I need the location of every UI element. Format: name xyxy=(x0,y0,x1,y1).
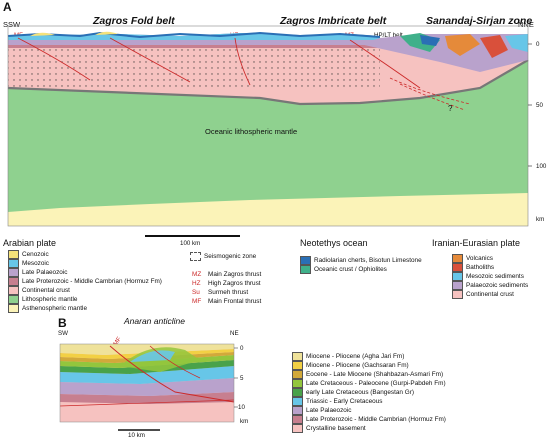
legend-item: Seismogenic zone xyxy=(190,252,256,261)
legend-item: Late Palaeozoic xyxy=(292,406,446,415)
left-direction-label: SSW xyxy=(3,20,21,29)
panel-b-depth-unit: km xyxy=(240,418,249,425)
right-direction-label: NNE xyxy=(518,20,534,29)
hp-lt-belt-label: HP/LT belt xyxy=(374,32,403,39)
legend-item: early Late Cretaceous (Bangestan Gr) xyxy=(292,388,446,397)
scale-label-b: 10 km xyxy=(128,432,145,439)
legend-item: Volcanics xyxy=(452,254,528,263)
legend-title-neotethys: Neotethys ocean xyxy=(300,238,368,248)
legend-item: Mesozoic xyxy=(8,259,162,268)
panel-b-left-dir: SW xyxy=(58,330,68,337)
depth-tick-100: 100 xyxy=(536,163,547,170)
depth-tick-0: 0 xyxy=(536,41,540,48)
depth-tick-50: 50 xyxy=(536,102,543,109)
thrust-item: MF Main Frontal thrust xyxy=(192,298,262,305)
panel-b-depth-10: 10 xyxy=(238,404,245,411)
panel-b-letter: B xyxy=(58,316,67,330)
seismogenic-zone-dots xyxy=(8,48,380,88)
legend-title-arabian: Arabian plate xyxy=(3,238,57,248)
panel-b-depth-0: 0 xyxy=(240,345,244,352)
question-mark: ? xyxy=(448,104,453,113)
seismo-legend: Seismogenic zone xyxy=(190,252,256,261)
legend-item: Batholiths xyxy=(452,263,528,272)
arabian-legend: Cenozoic Mesozoic Late Palaeozoic Late P… xyxy=(8,250,162,313)
legend-item: Asthenospheric mantle xyxy=(8,304,162,313)
panel-b-right-dir: NE xyxy=(230,330,239,337)
region-label-sanandaj-sirjan: Sanandaj-Sirjan zone xyxy=(426,15,533,27)
legend-item: Mesozoic sediments xyxy=(452,272,528,281)
hormuz-layer xyxy=(8,45,380,48)
legend-item: Continental crust xyxy=(8,286,162,295)
panel-b-depth-5: 5 xyxy=(240,375,244,382)
depth-unit-km: km xyxy=(536,216,545,223)
legend-item: Late Proterozoic - Middle Cambrian (Horm… xyxy=(292,415,446,424)
legend-item: Triassic - Early Cretaceous xyxy=(292,397,446,406)
legend-item: Late Proterozoic - Middle Cambrian (Horm… xyxy=(8,277,162,286)
oceanic-lithospheric-mantle-area xyxy=(8,60,528,212)
legend-item: Oceanic crust / Ophiolites xyxy=(300,265,422,274)
thrust-legend: MZ Main Zagros thrust HZ High Zagros thrus… xyxy=(192,270,261,306)
region-label-fold-belt: Zagros Fold belt xyxy=(93,15,175,27)
legend-item: Continental crust xyxy=(452,290,528,299)
iranian-legend: Volcanics Batholiths Mesozoic sediments … xyxy=(452,254,528,299)
legend-item: Palaeozoic sediments xyxy=(452,281,528,290)
thrust-item: Su Surmeh thrust xyxy=(192,289,249,296)
legend-item: Radiolarian cherts, Bisotun Limestone xyxy=(300,256,422,265)
panel-a-cross-section xyxy=(7,25,532,227)
moho-line xyxy=(7,59,529,106)
scale-label-a: 100 km xyxy=(180,240,201,247)
thrust-item: HZ High Zagros thrust xyxy=(192,280,261,287)
legend-item: Miocene - Pliocene (Agha Jari Fm) xyxy=(292,352,446,361)
legend-item: Crystalline basement xyxy=(292,424,446,433)
legend-item: Eocene - Late Miocene (Shahbazan-Asmari … xyxy=(292,370,446,379)
panel-b-title: Anaran anticline xyxy=(124,316,185,326)
legend-item: Miocene - Pliocene (Gachsaran Fm) xyxy=(292,361,446,370)
thrust-item: MZ Main Zagros thrust xyxy=(192,271,262,278)
panel-b-legend: Miocene - Pliocene (Agha Jari Fm) Miocen… xyxy=(292,352,446,433)
region-label-imbricate-belt: Zagros Imbricate belt xyxy=(280,15,387,27)
neotethys-legend: Radiolarian cherts, Bisotun Limestone Oc… xyxy=(300,256,422,274)
legend-title-iranian: Iranian-Eurasian plate xyxy=(432,238,521,248)
panel-a-letter: A xyxy=(3,0,12,14)
scale-bar-a xyxy=(145,235,240,237)
legend-item: Cenozoic xyxy=(8,250,162,259)
mantle-label: Oceanic lithospheric mantle xyxy=(205,127,298,136)
legend-item: Late Cretaceous - Paleocene (Gurpi-Pabde… xyxy=(292,379,446,388)
legend-item: Lithospheric mantle xyxy=(8,295,162,304)
legend-item: Late Palaeozoic xyxy=(8,268,162,277)
